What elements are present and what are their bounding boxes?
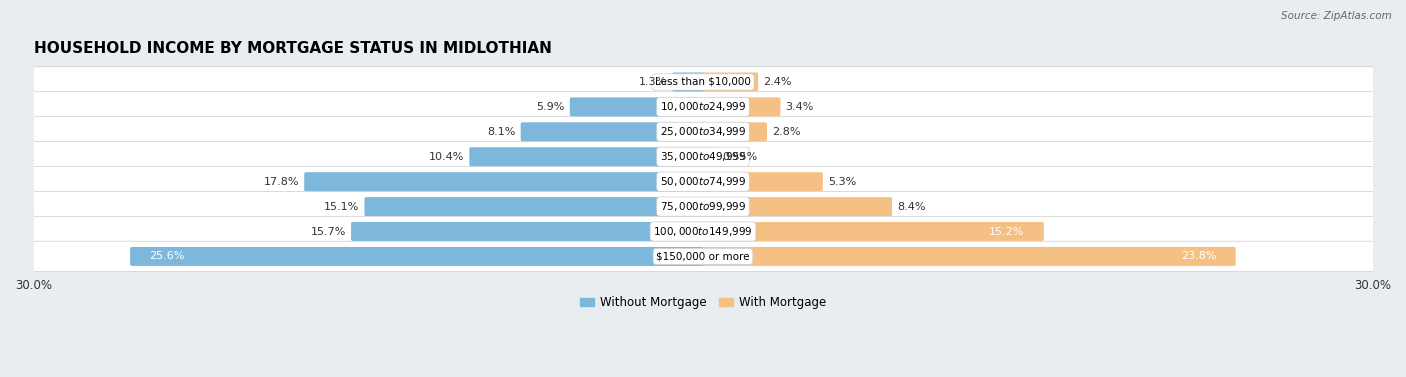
Text: HOUSEHOLD INCOME BY MORTGAGE STATUS IN MIDLOTHIAN: HOUSEHOLD INCOME BY MORTGAGE STATUS IN M…	[34, 41, 551, 57]
FancyBboxPatch shape	[702, 222, 1043, 241]
FancyBboxPatch shape	[31, 67, 1375, 97]
Text: 15.1%: 15.1%	[323, 202, 360, 211]
FancyBboxPatch shape	[702, 72, 758, 91]
Text: 25.6%: 25.6%	[149, 251, 186, 261]
Text: $50,000 to $74,999: $50,000 to $74,999	[659, 175, 747, 188]
FancyBboxPatch shape	[569, 97, 704, 116]
FancyBboxPatch shape	[702, 172, 823, 191]
FancyBboxPatch shape	[520, 122, 704, 141]
FancyBboxPatch shape	[31, 192, 1375, 222]
Text: 8.1%: 8.1%	[486, 127, 516, 137]
Text: $150,000 or more: $150,000 or more	[657, 251, 749, 261]
FancyBboxPatch shape	[31, 141, 1375, 172]
Text: $10,000 to $24,999: $10,000 to $24,999	[659, 100, 747, 113]
FancyBboxPatch shape	[702, 197, 891, 216]
Text: 1.3%: 1.3%	[640, 77, 668, 87]
FancyBboxPatch shape	[31, 92, 1375, 122]
Text: 5.3%: 5.3%	[828, 177, 856, 187]
Text: Source: ZipAtlas.com: Source: ZipAtlas.com	[1281, 11, 1392, 21]
Text: 15.2%: 15.2%	[988, 227, 1025, 236]
Text: 23.8%: 23.8%	[1181, 251, 1216, 261]
Text: 3.4%: 3.4%	[786, 102, 814, 112]
Text: 2.8%: 2.8%	[772, 127, 800, 137]
Text: 0.55%: 0.55%	[721, 152, 758, 162]
FancyBboxPatch shape	[672, 72, 704, 91]
FancyBboxPatch shape	[702, 97, 780, 116]
FancyBboxPatch shape	[702, 122, 768, 141]
Text: 8.4%: 8.4%	[897, 202, 925, 211]
Text: 2.4%: 2.4%	[763, 77, 792, 87]
Text: $25,000 to $34,999: $25,000 to $34,999	[659, 125, 747, 138]
Text: 10.4%: 10.4%	[429, 152, 464, 162]
Text: $100,000 to $149,999: $100,000 to $149,999	[654, 225, 752, 238]
Text: $75,000 to $99,999: $75,000 to $99,999	[659, 200, 747, 213]
FancyBboxPatch shape	[470, 147, 704, 166]
FancyBboxPatch shape	[352, 222, 704, 241]
FancyBboxPatch shape	[702, 247, 1236, 266]
Text: 17.8%: 17.8%	[263, 177, 299, 187]
Text: 5.9%: 5.9%	[536, 102, 565, 112]
FancyBboxPatch shape	[131, 247, 704, 266]
FancyBboxPatch shape	[304, 172, 704, 191]
Text: 15.7%: 15.7%	[311, 227, 346, 236]
Text: $35,000 to $49,999: $35,000 to $49,999	[659, 150, 747, 163]
Text: Less than $10,000: Less than $10,000	[655, 77, 751, 87]
FancyBboxPatch shape	[31, 116, 1375, 147]
FancyBboxPatch shape	[364, 197, 704, 216]
FancyBboxPatch shape	[31, 216, 1375, 247]
FancyBboxPatch shape	[702, 147, 717, 166]
FancyBboxPatch shape	[31, 167, 1375, 197]
FancyBboxPatch shape	[31, 241, 1375, 272]
Legend: Without Mortgage, With Mortgage: Without Mortgage, With Mortgage	[575, 291, 831, 314]
